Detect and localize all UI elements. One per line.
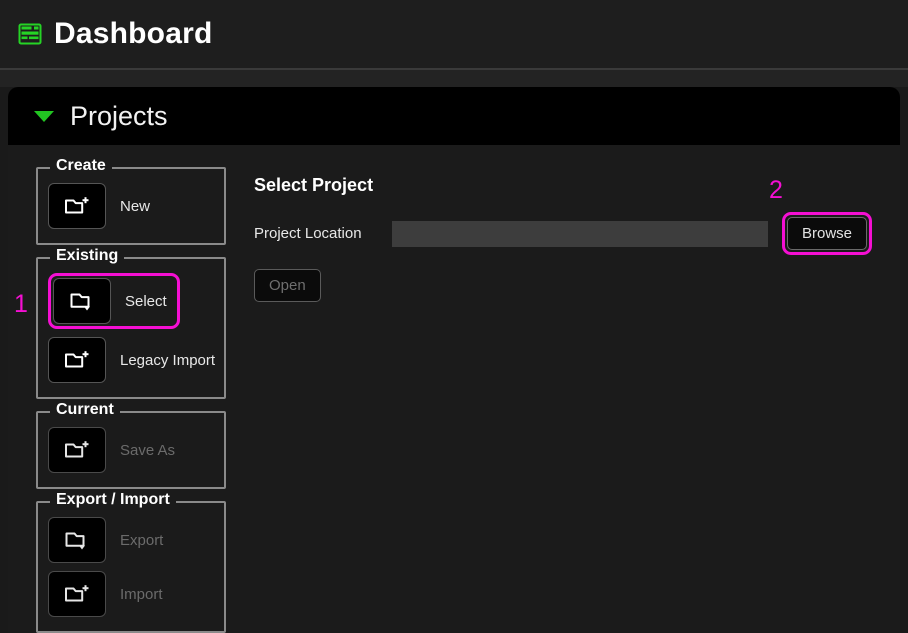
action-row-export: Export — [48, 517, 216, 563]
group-create-label: Create — [50, 157, 112, 175]
project-location-row: Project Location Browse — [254, 212, 884, 255]
titlebar-divider — [0, 68, 908, 70]
action-label-import: Import — [120, 585, 163, 603]
projects-panel-header[interactable]: Projects — [8, 87, 900, 145]
project-location-label: Project Location — [254, 225, 362, 242]
action-label-new: New — [120, 197, 151, 215]
action-label-select: Select — [125, 292, 167, 310]
action-row-new[interactable]: New — [48, 183, 216, 229]
folder-plus-icon — [48, 427, 106, 473]
annotation-marker-2: 2 — [769, 176, 783, 204]
dashboard-grid-icon — [18, 22, 42, 46]
open-row: Open — [254, 269, 884, 302]
browse-button[interactable]: Browse — [787, 217, 868, 250]
group-export-import-label: Export / Import — [50, 491, 176, 509]
action-label-export: Export — [120, 531, 164, 549]
action-label-save-as: Save As — [120, 441, 176, 459]
browse-highlight-ring: Browse — [782, 212, 873, 255]
action-row-import: Import — [48, 571, 216, 617]
chevron-down-icon[interactable] — [34, 110, 54, 122]
folder-arrow-icon — [48, 517, 106, 563]
action-row-select[interactable]: Select — [48, 273, 216, 329]
group-current-label: Current — [50, 401, 120, 419]
folder-plus-icon — [48, 571, 106, 617]
project-actions-column: Create New Existing — [36, 157, 226, 633]
folder-arrow-icon[interactable] — [53, 278, 111, 324]
projects-panel-title: Projects — [70, 100, 168, 131]
group-create: Create New — [36, 157, 226, 245]
window-titlebar: Dashboard — [0, 0, 908, 68]
action-row-legacy-import[interactable]: Legacy Import — [48, 337, 216, 383]
select-project-pane: Select Project Project Location Browse O… — [244, 175, 884, 302]
titlebar-gap — [0, 70, 908, 87]
project-location-input[interactable] — [392, 220, 768, 247]
annotation-marker-1: 1 — [14, 290, 28, 318]
folder-plus-icon[interactable] — [48, 337, 106, 383]
select-highlight-ring: Select — [48, 273, 180, 329]
projects-panel-body: Create New Existing — [8, 145, 900, 633]
group-export-import: Export / Import Export — [36, 491, 226, 633]
projects-panel: Projects Create New — [8, 87, 900, 633]
group-existing: Existing Select — [36, 247, 226, 399]
action-row-save-as: Save As — [48, 427, 216, 473]
folder-plus-icon[interactable] — [48, 183, 106, 229]
page-title: Dashboard — [54, 17, 213, 50]
group-existing-label: Existing — [50, 247, 125, 265]
action-label-legacy-import: Legacy Import — [120, 351, 216, 369]
group-current: Current Save As — [36, 401, 226, 489]
select-project-title: Select Project — [254, 175, 374, 195]
open-button: Open — [254, 269, 321, 302]
